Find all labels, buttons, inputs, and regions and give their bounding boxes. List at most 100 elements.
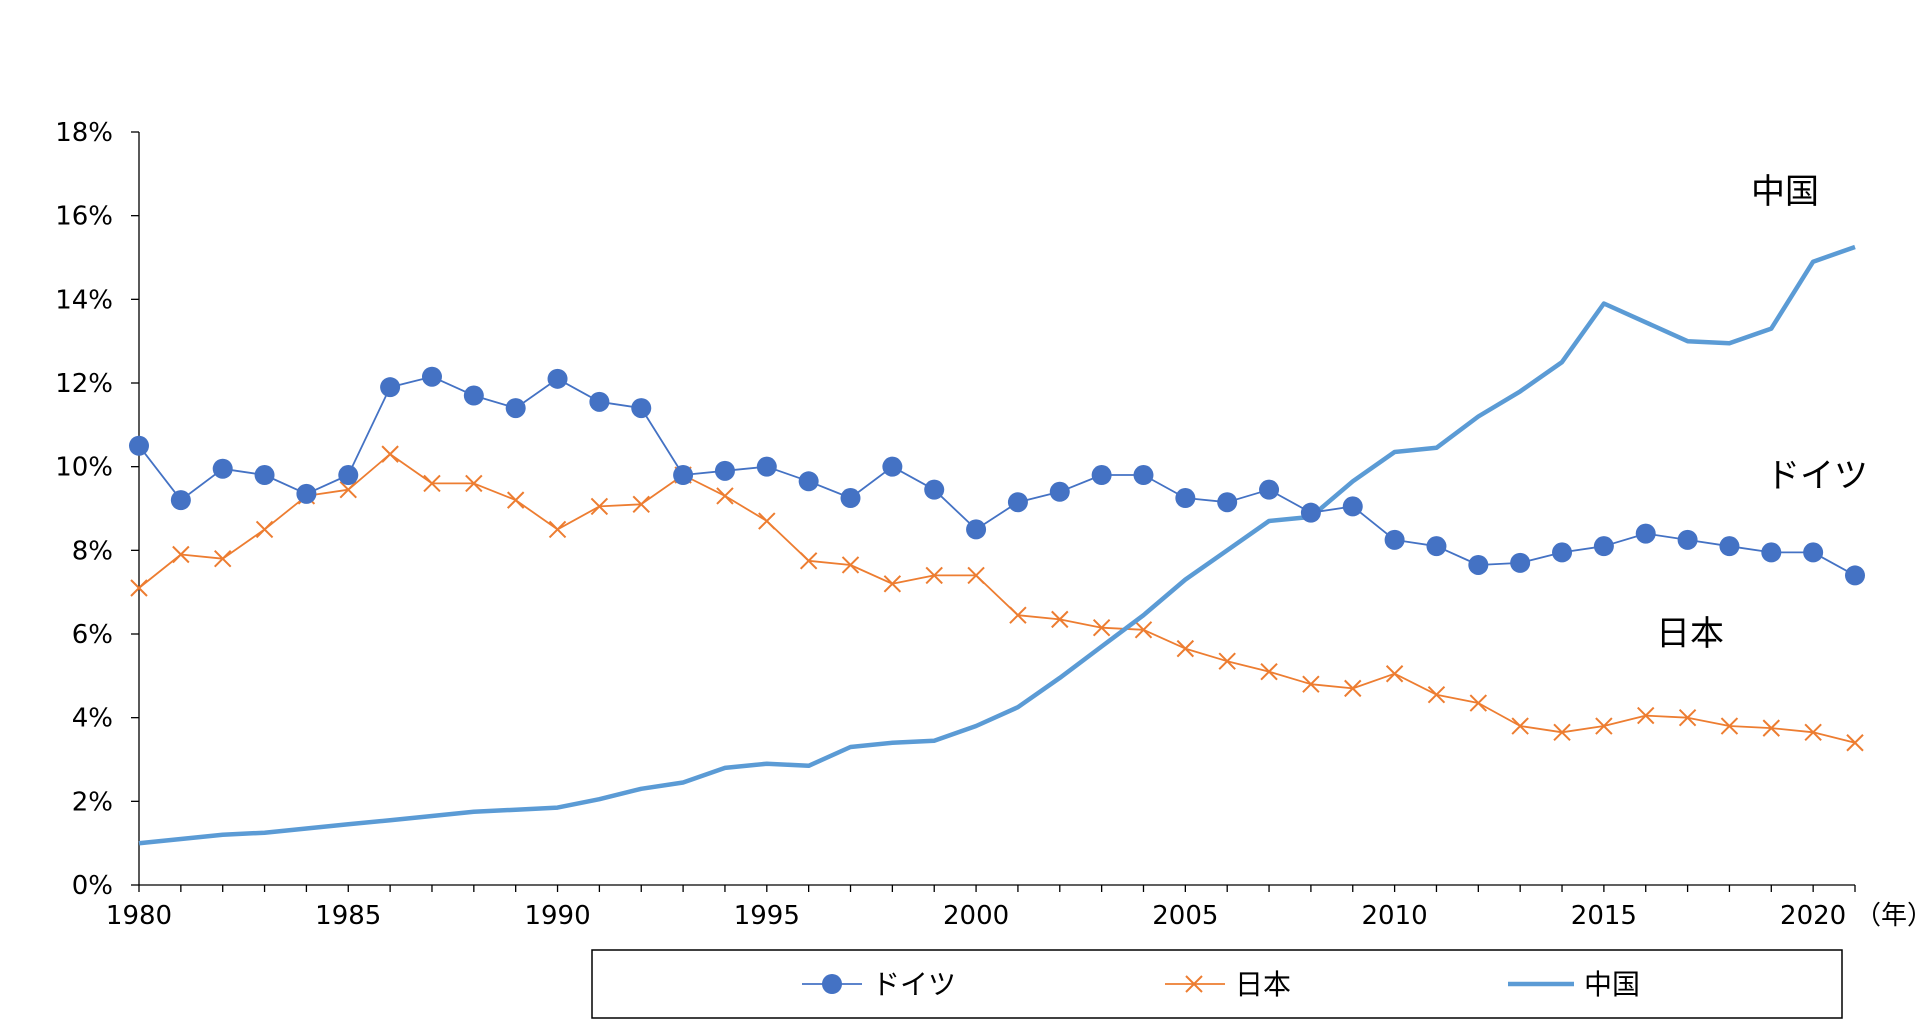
data-point-japan bbox=[1720, 717, 1739, 735]
y-tick-label: 6% bbox=[72, 620, 113, 650]
data-point-japan bbox=[1218, 652, 1236, 670]
data-point-japan bbox=[213, 549, 232, 568]
series-china bbox=[138, 244, 1856, 846]
data-point-germany bbox=[798, 471, 819, 492]
data-point-germany bbox=[212, 458, 233, 479]
y-tick-label: 8% bbox=[72, 536, 113, 566]
data-point-germany bbox=[1217, 492, 1238, 513]
data-point-germany bbox=[421, 366, 442, 387]
legend-label-germany: ドイツ bbox=[872, 968, 956, 1001]
data-point-germany bbox=[547, 368, 568, 389]
data-point-japan bbox=[1009, 606, 1027, 624]
data-point-germany bbox=[380, 377, 401, 398]
data-point-japan bbox=[925, 566, 943, 585]
data-point-japan bbox=[1134, 621, 1153, 639]
data-point-germany bbox=[882, 456, 903, 477]
data-point-germany bbox=[966, 519, 987, 540]
data-point-germany bbox=[840, 488, 861, 509]
data-point-japan bbox=[1637, 706, 1655, 725]
y-tick-label: 12% bbox=[55, 369, 113, 399]
data-point-germany bbox=[1719, 536, 1740, 557]
data-point-japan bbox=[1092, 619, 1111, 637]
data-point-germany bbox=[1761, 542, 1782, 563]
data-point-japan bbox=[716, 487, 734, 505]
x-axis-ticks: 1980 1985 1990 1995 2000 2005 2010 2015 2020 bbox=[106, 885, 1856, 931]
data-point-germany bbox=[463, 385, 484, 406]
data-point-japan bbox=[632, 495, 650, 514]
series-japan bbox=[130, 445, 1864, 752]
x-tick-label: 2010 bbox=[1362, 901, 1428, 931]
data-point-germany bbox=[924, 479, 945, 500]
plot-area bbox=[129, 244, 1865, 846]
data-point-germany bbox=[1510, 552, 1531, 573]
axes bbox=[138, 132, 1855, 886]
data-point-germany bbox=[1259, 479, 1280, 500]
x-tick-label: 2005 bbox=[1152, 901, 1218, 931]
legend: ドイツ 日本 中国 bbox=[591, 949, 1843, 1019]
data-point-japan bbox=[172, 545, 190, 564]
y-tick-label: 10% bbox=[55, 453, 113, 483]
data-point-germany bbox=[1342, 496, 1363, 517]
data-point-japan bbox=[1804, 723, 1822, 742]
data-point-germany bbox=[1133, 465, 1154, 486]
data-point-japan bbox=[841, 556, 860, 574]
data-point-japan bbox=[1302, 675, 1320, 693]
data-point-japan bbox=[799, 552, 818, 570]
data-point-germany bbox=[1845, 565, 1865, 586]
y-tick-label: 0% bbox=[72, 871, 113, 901]
series-line-china bbox=[138, 244, 1856, 846]
data-point-germany bbox=[1175, 488, 1196, 509]
data-point-japan bbox=[1051, 610, 1069, 629]
data-point-germany bbox=[1091, 465, 1112, 486]
y-tick-label: 4% bbox=[72, 704, 113, 734]
data-point-japan bbox=[1469, 694, 1488, 712]
data-point-japan bbox=[1595, 717, 1613, 735]
data-point-germany bbox=[673, 465, 694, 486]
data-point-germany bbox=[1300, 502, 1321, 523]
data-point-japan bbox=[1385, 665, 1404, 683]
data-point-germany bbox=[1552, 542, 1573, 563]
x-tick-label: 1980 bbox=[106, 901, 172, 931]
data-point-japan bbox=[1344, 679, 1362, 698]
data-point-germany bbox=[338, 465, 359, 486]
series-germany bbox=[129, 366, 1865, 586]
data-point-germany bbox=[1677, 529, 1698, 550]
data-point-japan bbox=[1846, 734, 1864, 752]
legend-label-japan: 日本 bbox=[1235, 968, 1291, 1001]
x-tick-label: 1995 bbox=[734, 901, 800, 931]
legend-marker-japan bbox=[1185, 975, 1203, 993]
series-label-germany: ドイツ bbox=[1766, 456, 1868, 496]
y-tick-label: 14% bbox=[55, 285, 113, 315]
data-point-japan bbox=[590, 497, 609, 516]
data-point-japan bbox=[506, 491, 525, 509]
data-point-germany bbox=[1468, 554, 1489, 575]
legend-item-japan: 日本 bbox=[1165, 968, 1291, 1001]
series-label-china: 中国 bbox=[1751, 172, 1819, 212]
data-point-germany bbox=[1049, 481, 1070, 502]
data-point-germany bbox=[129, 435, 149, 456]
data-point-japan bbox=[423, 474, 441, 493]
data-point-japan bbox=[339, 480, 357, 499]
data-point-japan bbox=[883, 575, 902, 593]
data-point-germany bbox=[1426, 536, 1447, 557]
data-point-japan bbox=[381, 445, 399, 463]
data-point-japan bbox=[1762, 719, 1780, 737]
legend-marker-germany bbox=[822, 974, 842, 994]
data-point-japan bbox=[967, 566, 985, 585]
y-tick-label: 18% bbox=[55, 118, 113, 148]
series-label-japan: 日本 bbox=[1656, 614, 1724, 654]
data-point-germany bbox=[1803, 542, 1824, 563]
data-point-japan bbox=[548, 520, 567, 539]
data-point-germany bbox=[631, 398, 652, 419]
x-tick-label: 2015 bbox=[1571, 901, 1637, 931]
data-point-germany bbox=[296, 483, 317, 504]
x-axis-unit-label: （年） bbox=[1855, 901, 1920, 931]
data-point-japan bbox=[1260, 662, 1278, 681]
data-point-japan bbox=[255, 520, 274, 539]
data-point-germany bbox=[1384, 529, 1405, 550]
data-point-japan bbox=[1511, 717, 1529, 735]
legend-item-germany: ドイツ bbox=[802, 968, 956, 1001]
data-point-japan bbox=[1427, 685, 1446, 704]
data-point-japan bbox=[465, 474, 483, 493]
data-point-germany bbox=[1635, 523, 1656, 544]
